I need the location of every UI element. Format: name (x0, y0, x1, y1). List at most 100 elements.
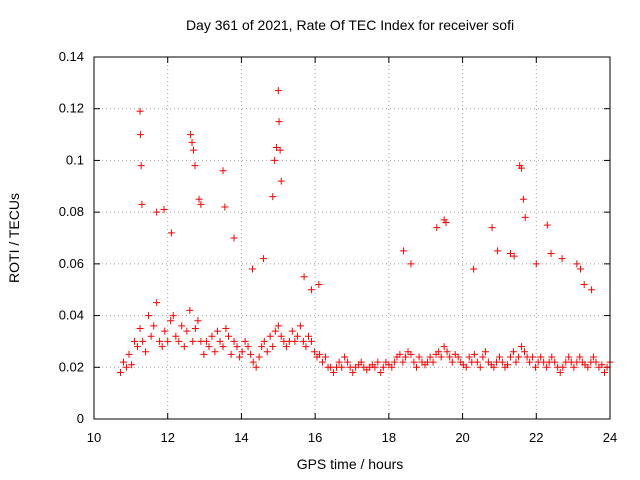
data-point (330, 368, 338, 376)
data-point (211, 348, 219, 356)
data-point (390, 358, 398, 366)
data-point (269, 193, 277, 201)
data-point (506, 250, 514, 258)
data-point (518, 164, 526, 172)
data-point (435, 348, 443, 356)
data-point (446, 353, 454, 361)
y-tick-label: 0.14 (59, 49, 84, 64)
data-point (195, 195, 203, 203)
y-tick-label: 0.06 (59, 256, 84, 271)
data-point (255, 353, 263, 361)
data-point (448, 358, 456, 366)
data-point (274, 87, 282, 95)
data-point (282, 343, 290, 351)
data-point (136, 131, 144, 139)
data-point (222, 325, 230, 332)
data-point (230, 234, 238, 242)
data-point (277, 332, 285, 340)
plot-frame (93, 56, 611, 420)
data-point (573, 260, 581, 268)
data-point (188, 138, 196, 146)
data-point (494, 247, 502, 255)
data-point (407, 350, 415, 358)
data-point (433, 224, 441, 232)
data-point (321, 353, 329, 361)
data-point (190, 146, 198, 154)
data-point (191, 325, 199, 332)
data-point (178, 322, 186, 330)
data-point (588, 286, 596, 294)
data-point (137, 162, 145, 170)
data-point (603, 363, 611, 371)
data-point (227, 350, 235, 358)
data-point (470, 350, 478, 358)
x-tick-label: 20 (455, 430, 469, 445)
data-point (180, 343, 188, 351)
data-point (241, 337, 249, 345)
data-point (442, 218, 450, 226)
axis-ticks: 10 12 14 16 18 20 22 24 0 0.02 0.04 0.06 0.08 0.1 0.12… (59, 49, 618, 445)
chart-title: Day 361 of 2021, Rate Of TEC Index for r… (185, 17, 515, 33)
y-tick-label: 0.02 (59, 359, 84, 374)
data-point (401, 353, 409, 361)
data-point (576, 353, 584, 361)
data-point (150, 322, 158, 330)
data-point (189, 337, 197, 345)
x-tick-label: 14 (234, 430, 248, 445)
data-point (291, 337, 299, 345)
data-point (269, 343, 277, 351)
data-point (509, 348, 517, 356)
data-point (454, 353, 462, 361)
data-point (167, 229, 175, 237)
data-point (440, 343, 448, 351)
data-point (266, 332, 274, 340)
data-point (156, 337, 164, 345)
x-tick-label: 18 (382, 430, 396, 445)
y-tick-label: 0.1 (66, 152, 84, 167)
data-point (407, 260, 415, 268)
data-point (565, 353, 573, 361)
data-point (274, 322, 282, 330)
data-point (230, 337, 238, 345)
data-point (183, 327, 191, 335)
data-point (205, 343, 213, 351)
data-point (247, 350, 255, 358)
data-point (598, 361, 606, 369)
data-point (410, 358, 418, 366)
data-point (543, 363, 551, 371)
data-point (319, 358, 327, 366)
y-tick-label: 0.04 (59, 308, 84, 323)
data-point (172, 332, 180, 340)
data-point (277, 177, 285, 185)
data-point (310, 348, 318, 356)
data-point (521, 213, 529, 221)
data-point (145, 312, 153, 320)
data-point (526, 358, 534, 366)
x-tick-label: 22 (529, 430, 543, 445)
data-point (125, 350, 133, 358)
data-point (547, 250, 555, 258)
data-point (415, 353, 423, 361)
data-point (302, 343, 310, 351)
data-point (396, 350, 404, 358)
data-point (263, 348, 271, 356)
data-point (592, 358, 600, 366)
data-point (147, 332, 155, 340)
data-point (426, 353, 434, 361)
data-point (399, 358, 407, 366)
data-point (559, 363, 567, 371)
data-point (580, 281, 588, 289)
data-point (327, 363, 335, 371)
data-point (532, 260, 540, 268)
data-point (305, 332, 313, 340)
data-point (271, 327, 279, 335)
data-point (260, 255, 268, 263)
data-point (119, 358, 127, 366)
data-point (221, 203, 229, 211)
data-point (200, 350, 208, 358)
data-point (429, 358, 437, 366)
data-point (160, 206, 168, 214)
data-point (191, 162, 199, 170)
data-point (357, 358, 365, 366)
